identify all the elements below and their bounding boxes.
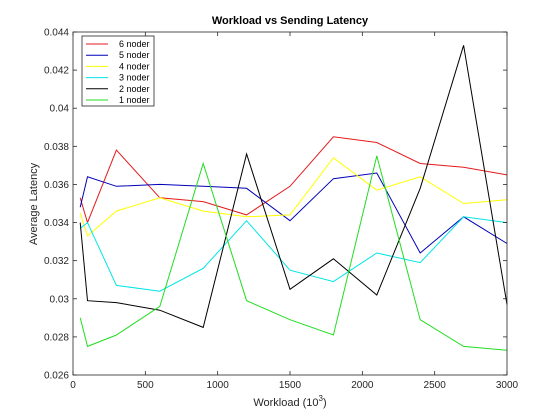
y-tick-label: 0.032: [44, 256, 69, 267]
chart-title: Workload vs Sending Latency: [212, 15, 369, 27]
y-axis-label: Average Latency: [28, 162, 40, 245]
series-line-5: [79, 45, 508, 329]
series-line-6: [79, 155, 508, 351]
ticks-layer: 0 500 1000 1500 2000 2500 3000 0.026 0.028 0.03 0.…: [44, 28, 519, 392]
x-axis-label-sup: 3: [319, 394, 324, 403]
y-tick-label: 0.03: [50, 294, 70, 305]
legend-label-5: 2 noder: [119, 84, 150, 94]
y-tick-label: 0.044: [44, 28, 69, 39]
legend-label-1: 6 noder: [119, 39, 150, 49]
x-tick-label: 500: [137, 380, 154, 391]
y-tick-label: 0.036: [44, 180, 69, 191]
series-line-3: [79, 157, 508, 237]
legend-label-4: 3 noder: [119, 73, 150, 83]
x-axis-label: Workload (103): [253, 394, 326, 409]
series-line-2: [79, 172, 508, 254]
x-tick-label: 3000: [496, 380, 519, 391]
legend-label-3: 4 noder: [119, 61, 150, 71]
x-tick-label: 2000: [351, 380, 374, 391]
x-tick-label: 0: [70, 380, 76, 391]
series-layer: [79, 45, 508, 351]
x-tick-label: 1000: [207, 380, 230, 391]
x-tick-label: 2500: [424, 380, 447, 391]
legend-label-6: 1 noder: [119, 95, 150, 105]
y-tick-label: 0.034: [44, 218, 69, 229]
legend-label-2: 5 noder: [119, 50, 150, 60]
series-line-4: [79, 216, 508, 292]
y-tick-label: 0.042: [44, 66, 69, 77]
x-tick-label: 1500: [279, 380, 302, 391]
y-tick-label: 0.028: [44, 332, 69, 343]
legend-box: [81, 35, 155, 107]
x-axis-label-end: ): [323, 397, 327, 409]
y-tick-label: 0.038: [44, 142, 69, 153]
x-axis-label-main: Workload (10: [253, 397, 318, 409]
y-tick-label: 0.026: [44, 371, 69, 382]
y-tick-label: 0.04: [50, 104, 70, 115]
